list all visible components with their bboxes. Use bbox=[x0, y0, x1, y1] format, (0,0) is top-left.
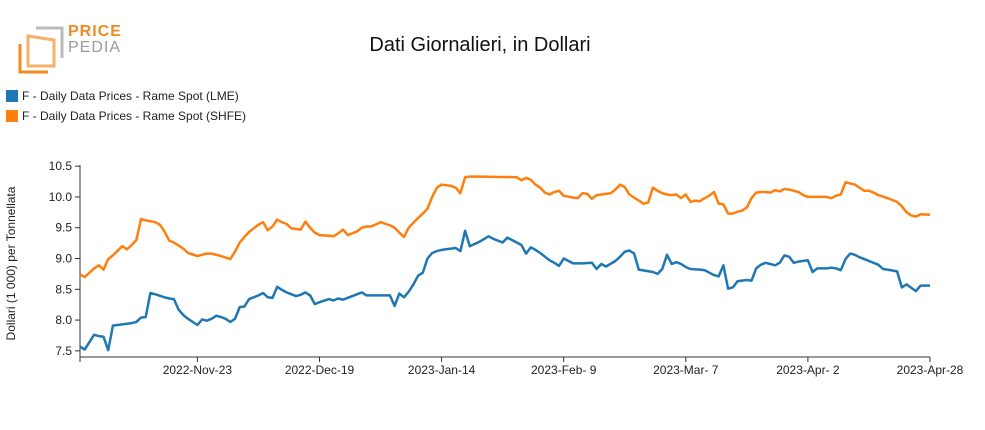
legend-swatch-lme bbox=[6, 90, 18, 102]
y-tick-label: 9.0 bbox=[55, 252, 72, 266]
chart-title: Dati Giornalieri, in Dollari bbox=[369, 34, 591, 56]
x-tick-label: 2023-Apr- 2 bbox=[776, 363, 840, 377]
legend-label-lme: F - Daily Data Prices - Rame Spot (LME) bbox=[22, 89, 239, 103]
x-tick-label: 2023-Jan-14 bbox=[408, 363, 476, 377]
legend-label-shfe: F - Daily Data Prices - Rame Spot (SHFE) bbox=[22, 109, 247, 123]
x-tick-label: 2023-Mar- 7 bbox=[653, 363, 719, 377]
legend-item-lme[interactable]: F - Daily Data Prices - Rame Spot (LME) bbox=[6, 86, 246, 106]
pricepedia-logo-mark bbox=[18, 26, 64, 74]
y-tick-label: 8.5 bbox=[55, 282, 72, 296]
x-tick-label: 2022-Dec-19 bbox=[285, 363, 355, 377]
legend-item-shfe[interactable]: F - Daily Data Prices - Rame Spot (SHFE) bbox=[6, 106, 246, 126]
x-tick-label: 2022-Nov-23 bbox=[163, 363, 233, 377]
y-axis-title: Dollari (1 000) per Tonnellata bbox=[4, 186, 18, 340]
y-tick-label: 10.0 bbox=[49, 190, 73, 204]
logo-price-text: PRICE bbox=[68, 23, 122, 40]
y-tick-label: 8.0 bbox=[55, 313, 72, 327]
x-tick-label: 2023-Feb- 9 bbox=[531, 363, 597, 377]
chart-legend: F - Daily Data Prices - Rame Spot (LME) … bbox=[6, 86, 246, 126]
x-tick-label: 2023-Apr-28 bbox=[897, 363, 964, 377]
logo-pedia-text: PEDIA bbox=[68, 39, 122, 56]
series-line-shfe bbox=[79, 175, 931, 279]
series-line-lme bbox=[79, 229, 930, 352]
y-tick-label: 10.5 bbox=[49, 159, 73, 173]
y-tick-label: 9.5 bbox=[55, 221, 72, 235]
y-tick-label: 7.5 bbox=[55, 344, 72, 358]
pricepedia-logo[interactable]: PRICE PEDIA bbox=[68, 24, 122, 56]
legend-swatch-shfe bbox=[6, 110, 18, 122]
